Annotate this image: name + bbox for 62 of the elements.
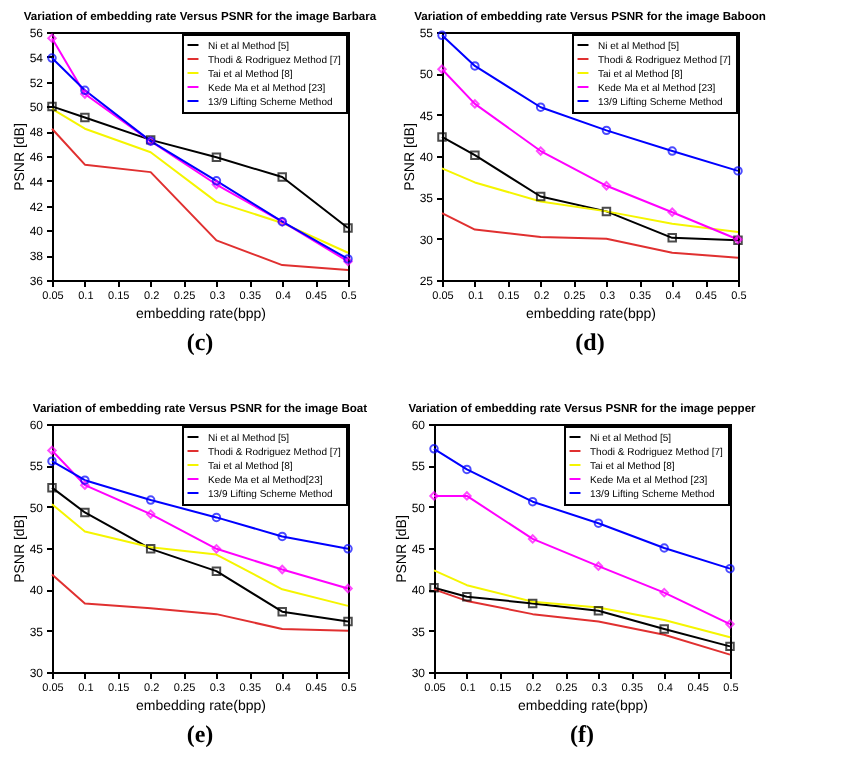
point	[527, 534, 538, 544]
line-series	[47, 445, 353, 594]
point	[659, 543, 669, 553]
point	[667, 146, 677, 156]
line-series	[441, 212, 739, 259]
point	[535, 102, 546, 112]
point	[527, 598, 538, 609]
point	[343, 616, 353, 627]
line-series	[51, 127, 349, 272]
point	[80, 480, 90, 490]
point	[211, 544, 222, 554]
line-series	[51, 573, 349, 632]
point	[145, 509, 156, 519]
point	[343, 223, 353, 233]
point	[462, 592, 472, 602]
point	[601, 181, 612, 191]
point	[211, 152, 222, 162]
point	[527, 496, 538, 507]
point	[47, 482, 57, 493]
point	[145, 544, 156, 554]
point	[277, 531, 287, 542]
point	[437, 64, 447, 74]
point	[470, 99, 480, 109]
point	[277, 172, 287, 182]
point	[535, 146, 546, 156]
point	[80, 112, 90, 123]
point	[80, 507, 90, 518]
point	[80, 475, 90, 485]
point	[145, 495, 156, 505]
point	[535, 191, 546, 202]
point	[47, 445, 57, 456]
point	[725, 619, 735, 629]
point	[211, 512, 222, 523]
point	[593, 561, 604, 571]
point	[277, 606, 287, 617]
text: (f)	[570, 720, 594, 748]
line-series	[429, 491, 735, 629]
line-series	[51, 503, 349, 607]
point	[601, 125, 612, 136]
point	[725, 641, 735, 652]
line-series	[433, 569, 731, 639]
point	[659, 624, 669, 634]
line-series	[437, 64, 743, 245]
point	[470, 61, 480, 71]
point	[47, 33, 57, 43]
point	[601, 206, 612, 217]
text: (e)	[186, 720, 214, 748]
point	[429, 491, 439, 501]
text: (c)	[186, 328, 214, 356]
point	[593, 518, 604, 528]
point	[659, 587, 669, 598]
point	[593, 606, 604, 616]
point	[277, 564, 287, 575]
point	[462, 464, 472, 475]
point	[211, 566, 222, 576]
point	[470, 150, 480, 160]
point	[462, 491, 472, 501]
text: (d)	[575, 328, 605, 356]
point	[343, 583, 353, 594]
point	[437, 132, 447, 142]
point	[667, 207, 677, 217]
point	[667, 233, 677, 243]
